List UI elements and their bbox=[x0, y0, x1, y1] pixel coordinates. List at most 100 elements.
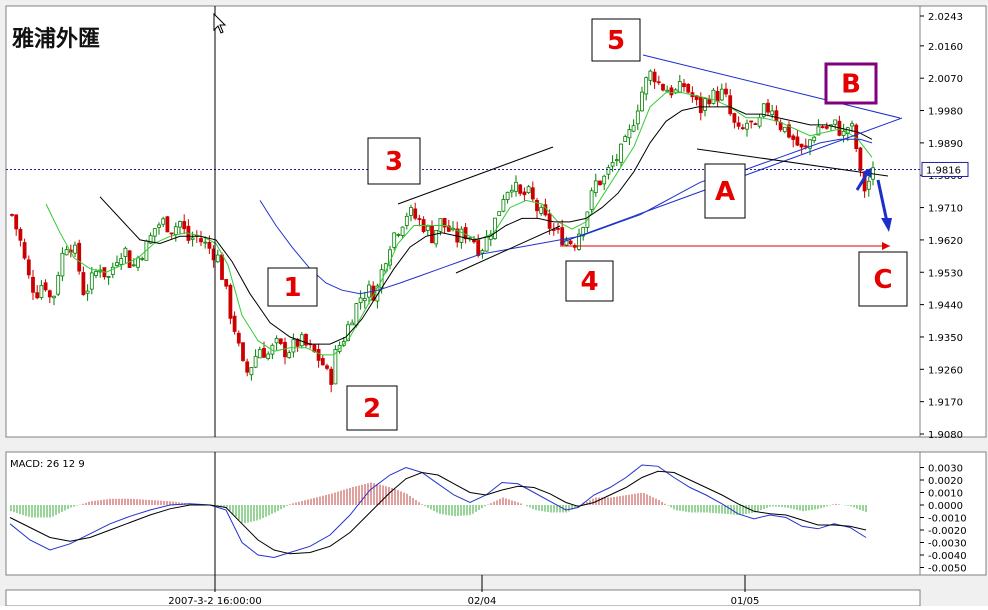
price-axis-area bbox=[919, 5, 987, 438]
macd-tick-label: 0.0030 bbox=[928, 464, 963, 475]
candle bbox=[808, 139, 812, 156]
candle bbox=[274, 335, 279, 351]
wave-c-arrow bbox=[876, 179, 889, 223]
candle bbox=[362, 291, 367, 309]
candle bbox=[766, 98, 770, 116]
price-tick-label: 1.9080 bbox=[928, 430, 963, 441]
candle bbox=[81, 266, 86, 296]
candle bbox=[409, 204, 413, 222]
price-pane bbox=[5, 5, 921, 438]
candle bbox=[253, 349, 258, 369]
candle bbox=[18, 227, 23, 247]
wave-1-label-text: 1 bbox=[283, 273, 301, 303]
price-tick-label: 1.9620 bbox=[928, 236, 963, 247]
candle bbox=[89, 266, 94, 295]
candle bbox=[568, 239, 573, 246]
candle bbox=[640, 86, 644, 112]
candle bbox=[350, 319, 355, 326]
candle bbox=[530, 181, 535, 202]
candle bbox=[665, 85, 670, 92]
candle bbox=[652, 68, 657, 89]
candle bbox=[593, 173, 598, 197]
candle bbox=[52, 295, 56, 306]
candle bbox=[631, 119, 636, 133]
candle bbox=[816, 119, 821, 136]
candle bbox=[10, 213, 14, 217]
candle bbox=[333, 345, 338, 385]
candle bbox=[669, 85, 674, 99]
candle bbox=[199, 230, 203, 247]
wave-c-arrow-head bbox=[881, 218, 892, 232]
wave-a-label-box: A bbox=[704, 163, 746, 219]
candle bbox=[505, 191, 510, 204]
candle bbox=[736, 116, 741, 130]
price-tick-label: 1.9710 bbox=[928, 204, 963, 215]
candle bbox=[522, 187, 527, 201]
candle bbox=[304, 333, 308, 349]
candle bbox=[291, 333, 296, 358]
candle bbox=[127, 250, 132, 268]
candle bbox=[413, 202, 418, 221]
macd-tick-label: -0.0050 bbox=[928, 564, 967, 575]
candle bbox=[556, 222, 560, 234]
macd-tick-label: -0.0030 bbox=[928, 539, 967, 550]
candle bbox=[606, 164, 611, 180]
macd-pane bbox=[5, 451, 921, 576]
candle bbox=[257, 346, 262, 359]
candle bbox=[119, 252, 124, 270]
candle bbox=[589, 187, 594, 214]
macd-tick-label: 0.0020 bbox=[928, 476, 963, 487]
candle bbox=[64, 246, 69, 256]
time-tick-label: 2007-3-2 16:00:00 bbox=[168, 596, 261, 606]
triangle-upper-line bbox=[642, 54, 901, 119]
price-tick-label: 1.9440 bbox=[928, 301, 963, 312]
candle bbox=[245, 358, 250, 377]
candle bbox=[610, 155, 615, 172]
candle bbox=[799, 143, 804, 155]
candle bbox=[14, 214, 19, 236]
candle bbox=[728, 89, 733, 117]
wave-c-label-text: C bbox=[873, 265, 892, 295]
time-axis-area bbox=[5, 589, 921, 607]
channel-lower-line bbox=[455, 225, 561, 274]
wave-c-label-box: C bbox=[858, 251, 908, 307]
candle bbox=[526, 184, 531, 194]
candle bbox=[417, 214, 422, 227]
candle bbox=[43, 279, 48, 292]
wave-2-label-text: 2 bbox=[363, 394, 381, 424]
time-tick-label: 02/04 bbox=[468, 596, 497, 606]
candle bbox=[110, 262, 115, 279]
price-tick-label: 1.9170 bbox=[928, 398, 963, 409]
candle bbox=[539, 204, 544, 216]
candle bbox=[165, 216, 170, 233]
candle bbox=[224, 279, 229, 290]
macd-tick-label: -0.0010 bbox=[928, 514, 967, 525]
candle bbox=[115, 255, 119, 268]
candle bbox=[278, 338, 283, 346]
price-tick-label: 1.9350 bbox=[928, 333, 963, 344]
price-tick-label: 1.9890 bbox=[928, 139, 963, 150]
candle bbox=[241, 342, 245, 362]
candle bbox=[182, 214, 187, 235]
candle bbox=[266, 351, 271, 361]
candle bbox=[232, 311, 237, 335]
wave-3-label-text: 3 bbox=[385, 147, 403, 177]
candle bbox=[577, 228, 581, 251]
candle bbox=[682, 78, 686, 92]
candle bbox=[858, 146, 863, 177]
support-arrow-head bbox=[882, 242, 890, 250]
wave-b-label-text: B bbox=[841, 70, 861, 100]
candle bbox=[791, 133, 796, 148]
candle bbox=[581, 226, 586, 241]
price-tick-label: 1.9260 bbox=[928, 365, 963, 376]
candle bbox=[22, 238, 27, 260]
wave-1-label-box: 1 bbox=[267, 267, 318, 307]
price-tick-label: 2.0243 bbox=[928, 12, 963, 23]
candle bbox=[501, 194, 506, 213]
candle bbox=[518, 183, 523, 196]
candle bbox=[236, 330, 241, 347]
price-tick-label: 1.9530 bbox=[928, 268, 963, 279]
candle bbox=[106, 275, 111, 285]
